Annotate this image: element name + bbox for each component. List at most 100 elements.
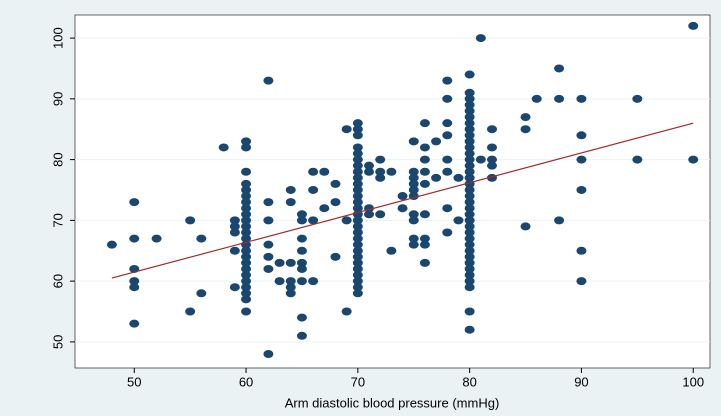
point: [352, 161, 363, 170]
point: [352, 271, 363, 280]
point: [464, 234, 475, 243]
point: [263, 76, 274, 85]
point: [241, 283, 252, 292]
point: [442, 119, 453, 128]
point: [241, 252, 252, 261]
point: [241, 192, 252, 201]
point: [296, 246, 307, 255]
point: [263, 216, 274, 225]
point: [241, 222, 252, 231]
y-tick-label: 100: [50, 27, 65, 49]
point: [520, 222, 531, 231]
point: [352, 198, 363, 207]
point: [408, 185, 419, 194]
point: [263, 350, 274, 359]
point: [408, 216, 419, 225]
point: [688, 155, 699, 164]
point: [375, 210, 386, 219]
point: [397, 204, 408, 213]
point: [375, 173, 386, 182]
point: [296, 277, 307, 286]
point: [453, 173, 464, 182]
point: [464, 210, 475, 219]
point: [151, 234, 162, 243]
point: [352, 258, 363, 267]
point: [375, 167, 386, 176]
point: [352, 240, 363, 249]
x-tick-label: 70: [351, 374, 365, 389]
point: [464, 283, 475, 292]
fit-line: [111, 122, 694, 279]
x-tick-label: 50: [127, 374, 141, 389]
x-axis-label: Arm diastolic blood pressure (mmHg): [285, 395, 500, 410]
point: [364, 161, 375, 170]
point: [341, 125, 352, 134]
point: [464, 307, 475, 316]
point: [352, 185, 363, 194]
point: [352, 264, 363, 273]
point: [241, 271, 252, 280]
point: [229, 216, 240, 225]
point: [554, 64, 565, 73]
point: [408, 173, 419, 182]
point: [486, 161, 497, 170]
point: [576, 185, 587, 194]
point: [464, 131, 475, 140]
point: [464, 113, 475, 122]
point: [185, 307, 196, 316]
point: [308, 216, 319, 225]
point: [352, 216, 363, 225]
point: [464, 119, 475, 128]
point: [464, 240, 475, 249]
point: [296, 234, 307, 243]
point: [576, 246, 587, 255]
point: [352, 289, 363, 298]
x-tick-label: 60: [239, 374, 253, 389]
point: [241, 204, 252, 213]
point: [554, 216, 565, 225]
point: [263, 264, 274, 273]
point: [431, 173, 442, 182]
point: [241, 137, 252, 146]
point: [408, 210, 419, 219]
x-tick-label: 90: [574, 374, 588, 389]
point: [308, 277, 319, 286]
point: [196, 289, 207, 298]
point: [330, 179, 341, 188]
point: [296, 258, 307, 267]
point: [263, 252, 274, 261]
point: [296, 216, 307, 225]
point: [632, 94, 643, 103]
point: [464, 222, 475, 231]
point: [308, 185, 319, 194]
point: [241, 167, 252, 176]
point: [129, 198, 140, 207]
point: [285, 277, 296, 286]
point: [464, 70, 475, 79]
point: [364, 167, 375, 176]
point: [229, 228, 240, 237]
point: [464, 325, 475, 334]
point: [341, 307, 352, 316]
point: [453, 216, 464, 225]
point: [352, 204, 363, 213]
point: [442, 155, 453, 164]
point: [442, 228, 453, 237]
point: [352, 246, 363, 255]
point: [464, 106, 475, 115]
point: [464, 149, 475, 158]
point: [419, 119, 430, 128]
point: [486, 125, 497, 134]
point: [241, 210, 252, 219]
point: [352, 173, 363, 182]
point: [386, 167, 397, 176]
point: [330, 198, 341, 207]
point: [464, 246, 475, 255]
point: [241, 295, 252, 304]
point: [241, 234, 252, 243]
point: [397, 192, 408, 201]
point: [486, 143, 497, 152]
point: [419, 167, 430, 176]
point: [352, 143, 363, 152]
point: [576, 131, 587, 140]
